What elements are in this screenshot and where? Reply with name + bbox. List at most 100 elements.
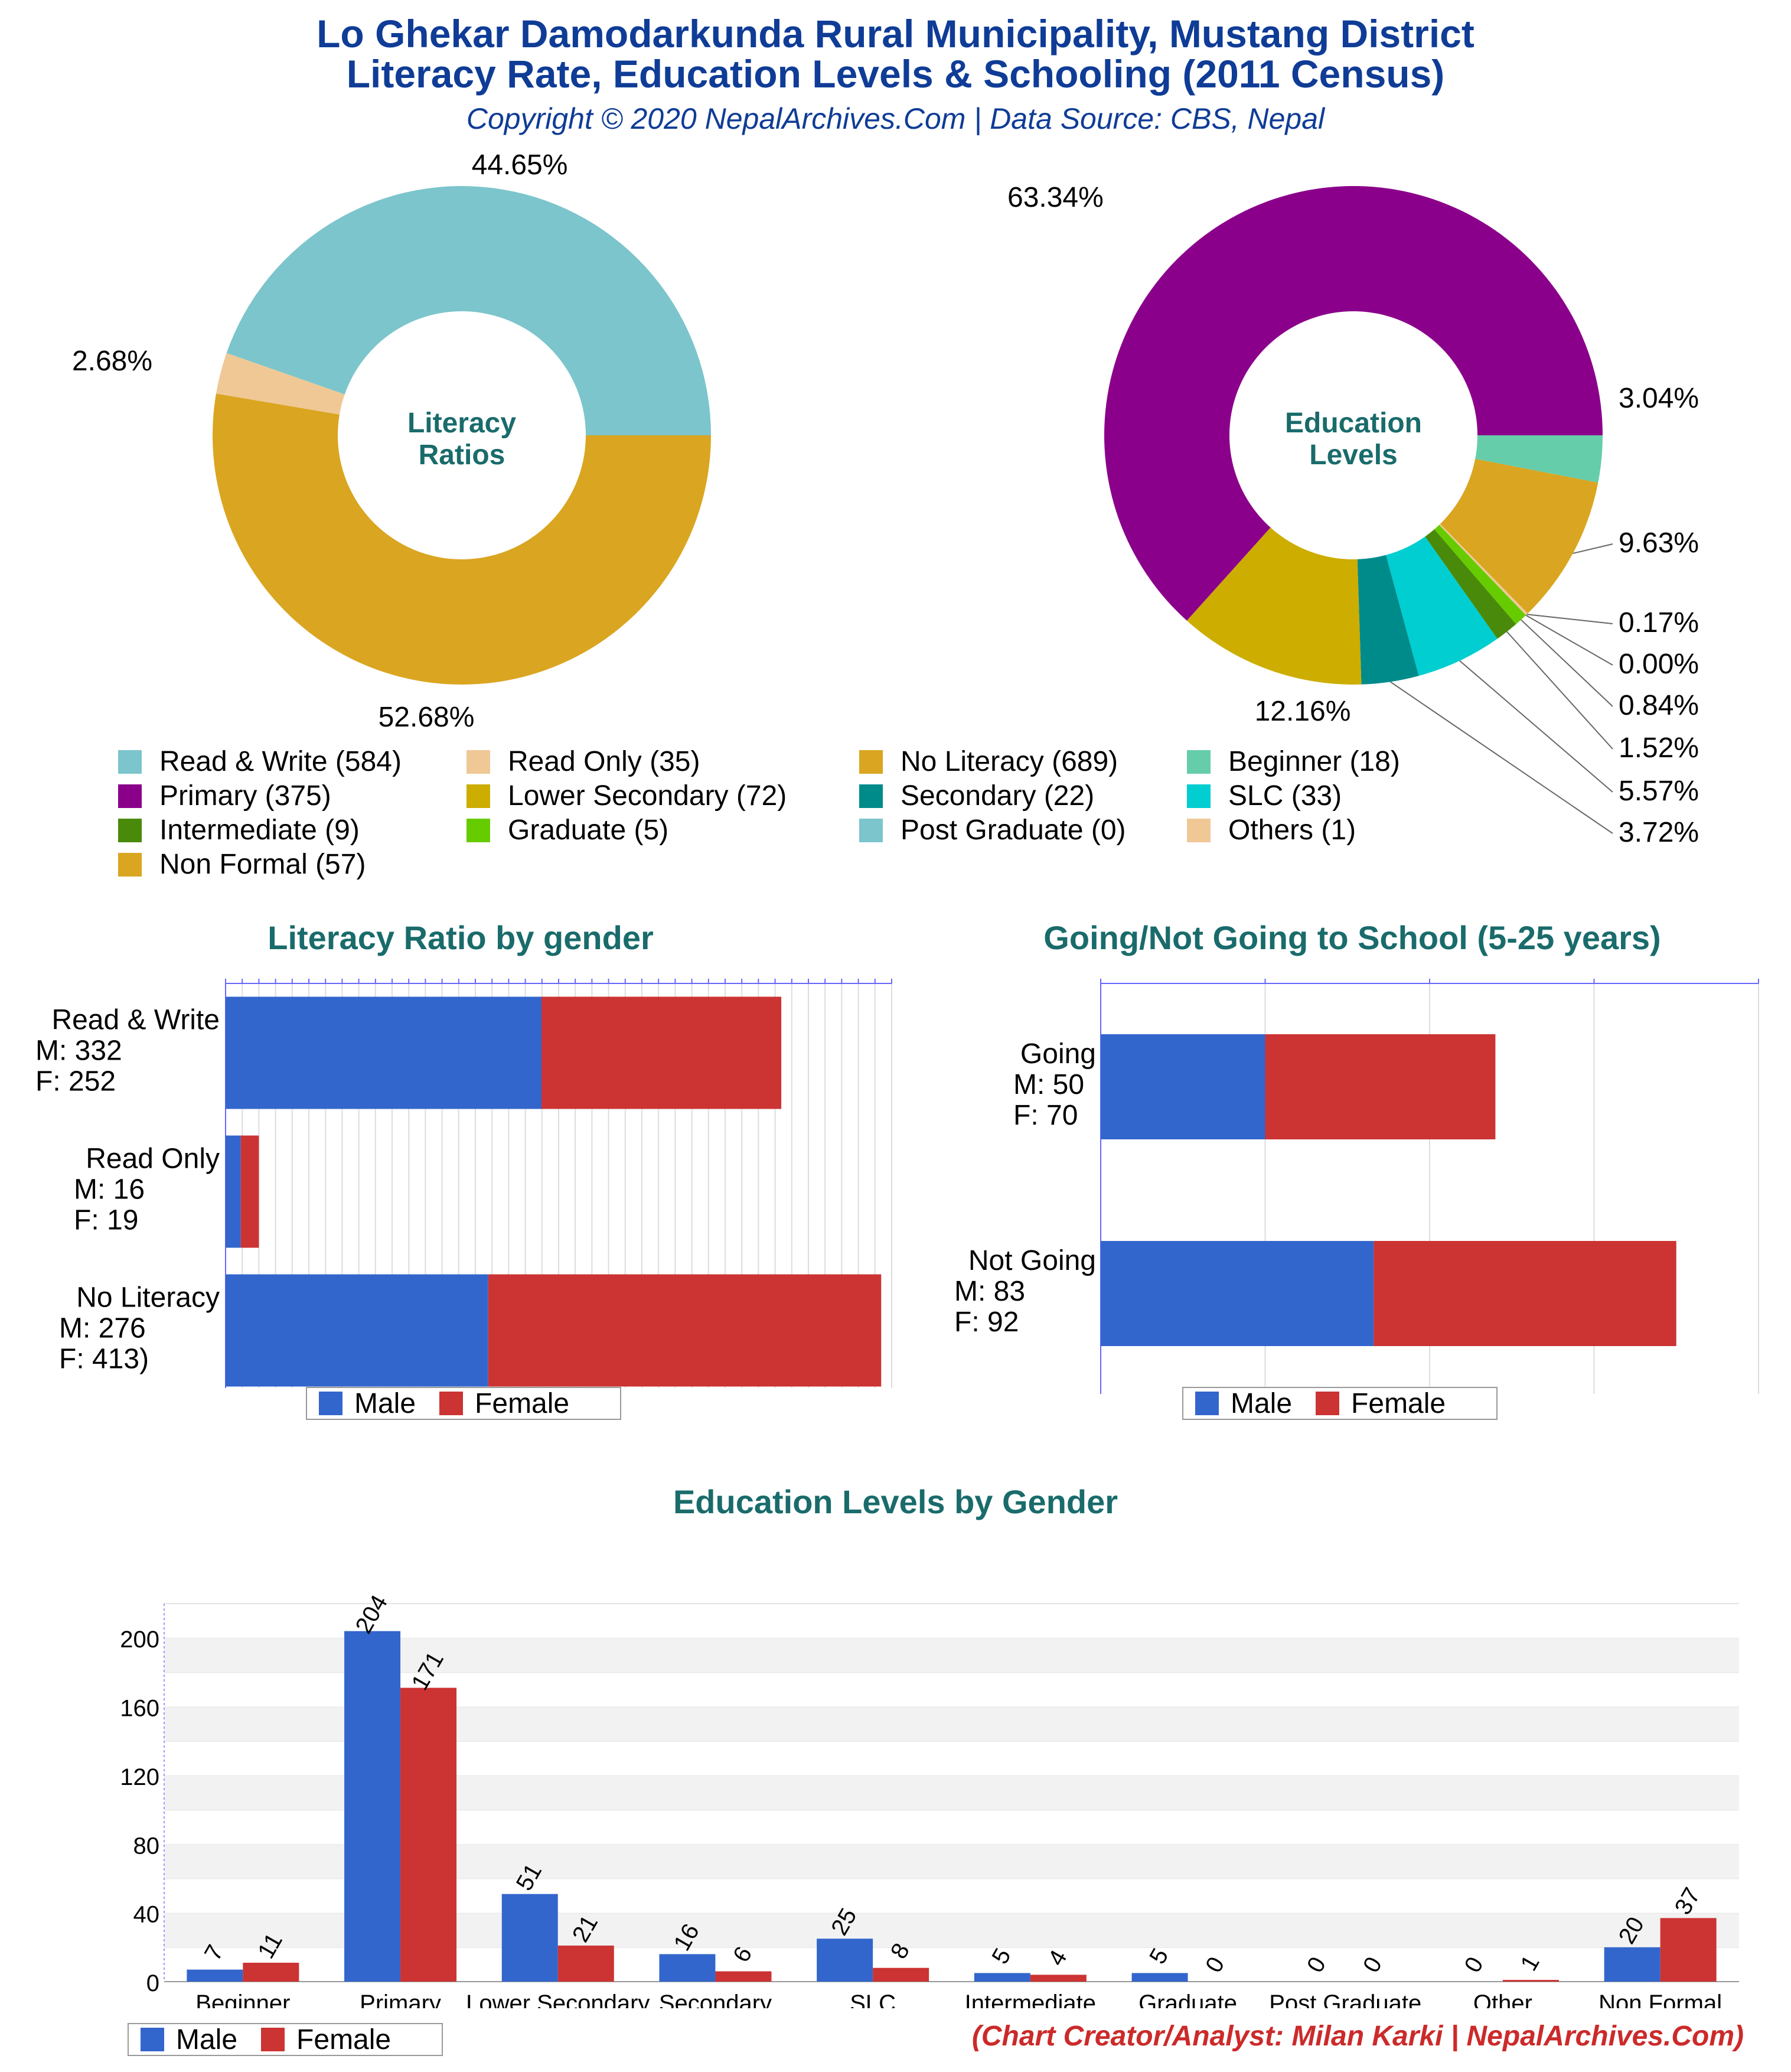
pie-pct-label: 3.72% (1619, 817, 1699, 848)
pie-pct-label: 12.16% (1255, 696, 1351, 727)
y-tick-label: 160 (120, 1696, 159, 1722)
bar-female (488, 1274, 882, 1387)
bar-male (974, 1973, 1030, 1982)
bar-male (1101, 1034, 1265, 1139)
donut-center-label: Ratios (419, 439, 505, 471)
legend-swatch (118, 818, 142, 842)
x-tick-label: Graduate (1138, 1990, 1237, 2008)
legend-label-female: Female (475, 1387, 570, 1419)
pie-pct-label: 0.00% (1619, 649, 1699, 680)
category-female-value: F: 92 (954, 1307, 1019, 1338)
x-tick-label: Primary (360, 1990, 441, 2008)
x-tick-label: SLC (850, 1990, 896, 2008)
legend-swatch-female (439, 1392, 464, 1415)
pie-leader-line (1525, 614, 1613, 666)
pie-slice-read-write (226, 185, 711, 435)
bar-male (226, 1274, 488, 1387)
legend-swatch (118, 852, 142, 877)
pie-leader-line (1521, 619, 1613, 707)
bar-male (1604, 1947, 1660, 1982)
category-label: Going (1020, 1038, 1096, 1070)
legend-swatch-male (319, 1392, 342, 1415)
bar-male (817, 1939, 873, 1982)
category-male-value: M: 83 (954, 1276, 1025, 1307)
bar-female (1030, 1975, 1087, 1982)
legend-label: Read Only (35) (508, 746, 700, 777)
chart-title-line1: Lo Ghekar Damodarkunda Rural Municipalit… (317, 12, 1474, 56)
category-label: Not Going (968, 1245, 1096, 1276)
legend-label: SLC (33) (1228, 780, 1342, 812)
legend-label-male: Male (176, 2024, 238, 2055)
legend-label-male: Male (354, 1387, 416, 1419)
y-tick-label: 120 (120, 1764, 159, 1790)
legend-swatch (466, 818, 490, 842)
category-female-value: F: 413) (59, 1344, 149, 1375)
legend-item: SLC (33) (1187, 780, 1342, 812)
pie-leader-line (1526, 614, 1613, 624)
bar-male (187, 1969, 243, 1982)
chart-title-line2: Literacy Rate, Education Levels & School… (346, 52, 1445, 96)
x-tick-label: Post Graduate (1269, 1990, 1421, 2008)
pie-slice-graduate (1434, 524, 1526, 624)
donut-center-label: Literacy (407, 408, 516, 439)
pie-pct-label: 5.57% (1619, 776, 1699, 807)
pie-slice-lower-secondary (1186, 527, 1362, 685)
legend-swatch-male (1195, 1392, 1219, 1415)
legend-swatch (1187, 784, 1211, 808)
legend-item: Post Graduate (0) (859, 814, 1126, 846)
pie-slice-primary (1104, 186, 1603, 621)
legend-swatch (466, 784, 490, 808)
bar-female (243, 1963, 299, 1982)
gender-legend-education: Male Female (128, 2023, 443, 2056)
legend-item: No Literacy (689) (859, 745, 1118, 778)
bar-male (501, 1894, 558, 1982)
legend-swatch-male (141, 2028, 164, 2051)
pie-leader-line (1506, 631, 1613, 750)
bar-male (1131, 1973, 1188, 1982)
donut-center-label: Levels (1309, 439, 1397, 471)
y-tick-label: 80 (133, 1833, 160, 1859)
pie-slice-read-only (216, 353, 345, 415)
legend-swatch (859, 784, 883, 808)
x-tick-label: Non Formal (1598, 1990, 1722, 2008)
category-female-value: F: 252 (35, 1066, 116, 1097)
bar-male (659, 1954, 716, 1982)
legend-swatch (859, 818, 883, 842)
legend-label: No Literacy (689) (901, 746, 1118, 777)
education-levels-donut: 3.04% 9.63% 0.17% 0.00% 0.84% 1.52% 5.57% 3.72%… (1007, 182, 1699, 848)
legend-label: Graduate (5) (508, 815, 669, 846)
legend-item: Graduate (5) (466, 814, 668, 846)
legend-item: Intermediate (9) (118, 814, 360, 846)
legend-label: Read & Write (584) (159, 746, 402, 777)
legend-label: Post Graduate (0) (901, 815, 1126, 846)
footer-credit: (Chart Creator/Analyst: Milan Karki | Ne… (971, 2021, 1744, 2052)
y-tick-label: 0 (146, 1970, 159, 1996)
pie-leader-line (1573, 543, 1613, 554)
x-tick-label: Intermediate (965, 1990, 1096, 2008)
pie-slice-intermediate (1425, 529, 1516, 639)
x-tick-label: Lower Secondary (466, 1990, 650, 2008)
x-tick-label: Secondary (659, 1990, 772, 2008)
category-female-value: F: 19 (74, 1205, 138, 1236)
school-going-title: Going/Not Going to School (5-25 years) (1043, 919, 1661, 956)
pie-leader-line (1389, 681, 1613, 834)
pie-pct-label: 3.04% (1619, 383, 1699, 414)
legend-item: Beginner (18) (1187, 745, 1400, 778)
bar-female (715, 1971, 772, 1982)
legend-swatch (118, 750, 142, 774)
y-tick-label: 40 (133, 1902, 160, 1928)
legend-item: Read Only (35) (466, 745, 700, 778)
legend-swatch (466, 750, 490, 774)
literacy-by-gender-title: Literacy Ratio by gender (267, 919, 654, 956)
pie-pct-label: 0.17% (1619, 607, 1699, 638)
pie-slice-no-literacy (213, 393, 711, 685)
pie-pct-label: 0.84% (1619, 690, 1699, 721)
pie-pct-label: 52.68% (379, 702, 475, 733)
legend-item: Primary (375) (118, 780, 331, 812)
category-female-value: F: 70 (1013, 1100, 1078, 1131)
legend-label: Primary (375) (159, 780, 331, 812)
legend-label: Secondary (22) (901, 780, 1095, 812)
plot-band (164, 1638, 1739, 1673)
legend-item: Lower Secondary (72) (466, 780, 787, 812)
plot-band (164, 1604, 1739, 1638)
